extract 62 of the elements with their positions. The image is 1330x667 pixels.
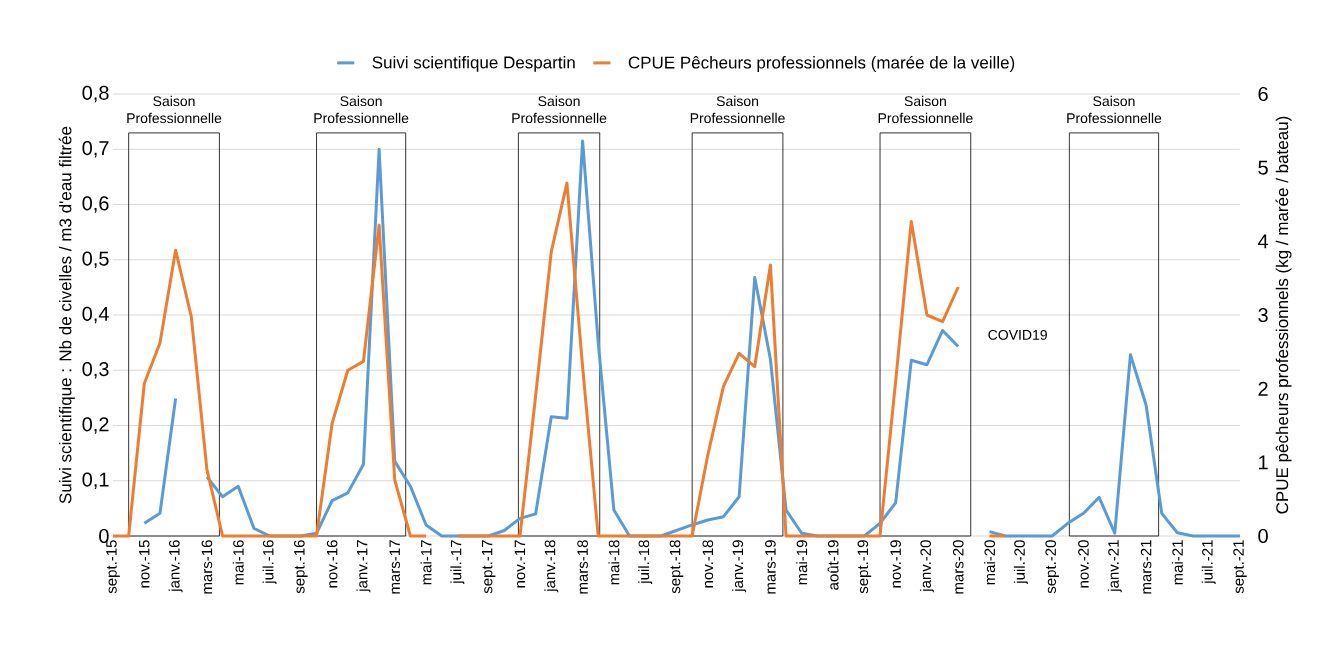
x-tick-label: mars-17 — [389, 540, 400, 594]
y2-tick-label: 1 — [1259, 455, 1268, 470]
legend-label: Suivi scientifique Despartin — [372, 56, 575, 72]
x-tick-label: juil.-17 — [450, 540, 465, 585]
x-tick-label: juil.-21 — [1201, 540, 1216, 585]
annotation: Saison Professionnelle — [878, 95, 973, 124]
y-tick-label: 0,3 — [82, 362, 109, 379]
annotation: Saison Professionnelle — [512, 95, 607, 124]
x-tick-label: mars-21 — [1140, 540, 1152, 594]
y-tick-label: 0,7 — [82, 141, 109, 158]
x-tick-label: janv.-19 — [732, 540, 747, 593]
annotation: Saison Professionnelle — [314, 95, 409, 124]
x-tick-label: juil.-18 — [638, 540, 653, 585]
y2-tick-label: 4 — [1257, 234, 1269, 249]
y2-tick-label: 5 — [1258, 160, 1268, 175]
y2-axis-title: CPUE pêcheurs professionnels (kg / marée / bateau) — [1275, 116, 1292, 514]
annotation: Saison Professionnelle — [690, 95, 785, 124]
y2-tick-label: 3 — [1258, 307, 1268, 323]
x-tick-label: janv.-17 — [356, 540, 371, 593]
y-tick-label: 0,5 — [82, 251, 109, 269]
x-tick-label: mai-17 — [420, 540, 432, 585]
annotation: Saison Professionnelle — [127, 95, 222, 124]
x-tick-label: janv.-21 — [1107, 540, 1122, 593]
x-tick-label: sept.-18 — [669, 540, 684, 594]
x-tick-label: sept.-20 — [1045, 540, 1059, 594]
x-tick-label: nov.-16 — [326, 540, 338, 588]
x-tick-label: mars-18 — [577, 540, 588, 594]
x-tick-label: sept.-19 — [857, 540, 872, 594]
x-tick-label: sept.-21 — [1233, 540, 1247, 594]
annotation: Saison Professionnelle — [1067, 95, 1162, 124]
x-tick-label: juil.-20 — [1013, 540, 1028, 585]
annotation: COVID19 — [988, 329, 1047, 340]
legend-label: CPUE Pêcheurs professionnels (marée de la veille) — [628, 55, 1015, 72]
x-tick-label: sept.-17 — [481, 540, 496, 594]
y-axis-title: Suivi scientifique : Nb de civelles / m3 d'eau filtrée — [58, 126, 75, 504]
x-tick-label: janv.-18 — [544, 540, 559, 593]
x-tick-label: mars-19 — [765, 540, 776, 594]
x-tick-label: nov.-20 — [1078, 540, 1089, 588]
y2-tick-label: 6 — [1258, 86, 1268, 102]
y-tick-label: 0,1 — [82, 472, 109, 490]
x-tick-label: mai-19 — [796, 540, 808, 585]
x-tick-label: janv.-16 — [168, 540, 183, 593]
x-tick-label: août-19 — [827, 540, 839, 590]
x-tick-label: mars-20 — [952, 540, 964, 594]
x-tick-label: nov.-19 — [890, 540, 901, 588]
x-tick-label: juil.-16 — [262, 540, 277, 585]
y-tick-label: 0,6 — [82, 196, 109, 213]
y-tick-label: 0,2 — [82, 417, 109, 434]
y-tick-label: 0,8 — [82, 85, 109, 103]
x-tick-label: mai-21 — [1171, 540, 1183, 585]
y-tick-label: 0,4 — [82, 306, 109, 324]
x-tick-label: nov.-15 — [139, 540, 150, 588]
y2-tick-label: 2 — [1258, 381, 1268, 396]
x-tick-label: janv.-20 — [919, 540, 934, 593]
x-tick-label: mars-16 — [201, 540, 213, 594]
x-tick-label: mai-16 — [232, 540, 244, 585]
x-tick-label: mai-18 — [608, 540, 620, 585]
x-tick-label: nov.-17 — [514, 540, 526, 588]
x-tick-label: sept.-16 — [294, 540, 308, 594]
y2-tick-label: 0 — [1258, 528, 1268, 544]
x-tick-label: nov.-18 — [702, 540, 714, 588]
x-tick-label: mai-20 — [984, 540, 996, 585]
